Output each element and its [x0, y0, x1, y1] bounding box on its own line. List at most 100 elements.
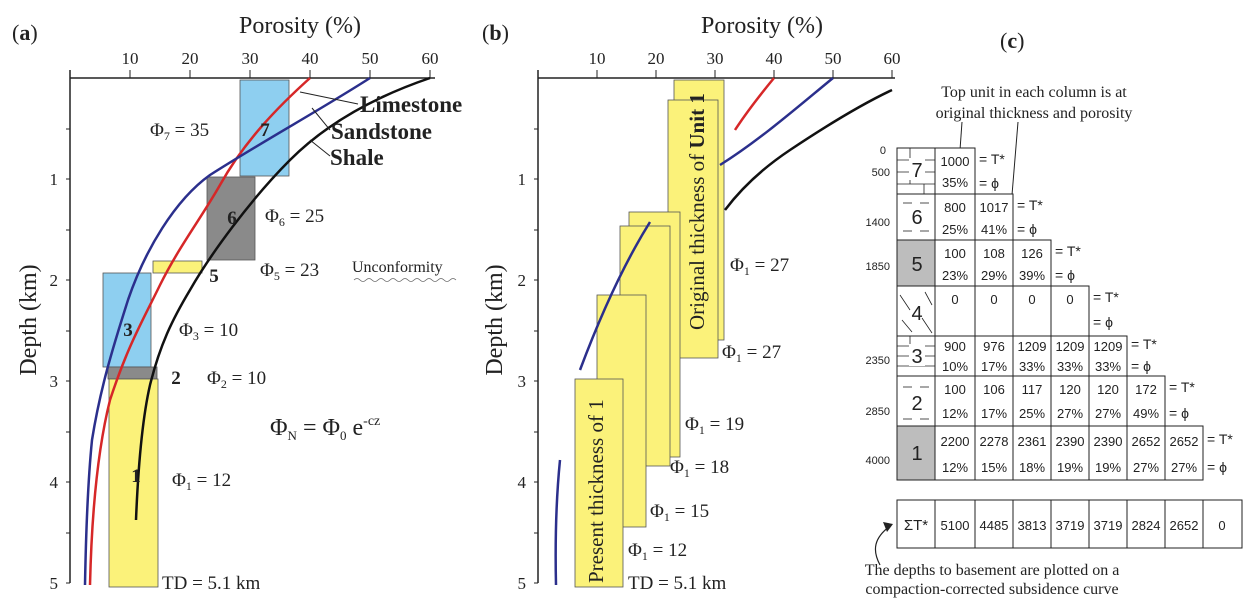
panel-a-letter: (a): [12, 20, 38, 45]
cell-thickness: 120: [1097, 382, 1119, 397]
sandstone-curve: [83, 76, 371, 586]
limestone-curve: [88, 77, 311, 586]
panel-a-x-tick-label: 40: [302, 49, 319, 68]
panel-b-x-tick-label: 30: [707, 49, 724, 68]
depth-label: 1400: [866, 217, 890, 229]
tag-porosity: = ϕ: [1131, 358, 1151, 374]
cell-porosity: 27%: [1171, 460, 1197, 475]
tag-porosity: = ϕ: [1055, 267, 1075, 283]
unit-4-table-number: 4: [911, 303, 922, 325]
sandstone-leader: [311, 107, 331, 131]
unit-5-table-number: 5: [911, 254, 922, 276]
panel-b-letter: (b): [482, 20, 509, 45]
cell-thickness: 0: [1066, 292, 1073, 307]
unit-6-number: 6: [227, 208, 237, 229]
panel-b-phi-label-3: Φ1 = 19: [685, 414, 744, 437]
shale-label: Shale: [330, 145, 384, 170]
lithology-box-1: [896, 425, 936, 481]
tag-porosity: = ϕ: [979, 175, 999, 191]
unit-1-position-6: [574, 378, 624, 588]
panel-b-sandstone-curve: [554, 77, 834, 586]
cell-porosity: 33%: [1095, 359, 1121, 374]
panel-b-x-ticks: 10 20 30 40 50 60: [537, 49, 901, 78]
phi-2-label: Φ2 = 10: [207, 368, 266, 391]
sum-value: 0: [1218, 518, 1225, 533]
cell-thickness: 800: [944, 200, 966, 215]
panel-a-td-label: TD = 5.1 km: [162, 573, 261, 594]
tag-thickness: = T*: [979, 151, 1005, 167]
panel-a-y-tick-label: 5: [50, 574, 59, 593]
panel-c-note-top-line1: Top unit in each column is at: [941, 84, 1127, 101]
panel-b-x-tick-label: 10: [589, 49, 606, 68]
cell-porosity: 33%: [1057, 359, 1083, 374]
panel-a-y-ticks: 1 2 3 4 5: [50, 128, 70, 593]
cell-thickness: 2361: [1018, 434, 1047, 449]
unit-5-number: 5: [209, 266, 219, 287]
cell-thickness: 2200: [941, 434, 970, 449]
cell-porosity: 17%: [981, 359, 1007, 374]
sum-value: 2824: [1132, 518, 1161, 533]
panel-b-x-tick-label: 50: [825, 49, 842, 68]
cell-thickness: 106: [983, 382, 1005, 397]
cell-thickness: 100: [944, 246, 966, 261]
shale-leader: [309, 139, 331, 157]
tag-porosity: = ϕ: [1169, 405, 1189, 421]
cell-porosity: 19%: [1057, 460, 1083, 475]
depth-label: 0: [880, 145, 886, 157]
unit-1-box: [108, 378, 159, 588]
limestone-label: Limestone: [360, 92, 462, 117]
phi-5-label: Φ5 = 23: [260, 260, 319, 283]
unit-6-box: [206, 176, 256, 261]
unit-3-table-number: 3: [911, 346, 922, 368]
panel-b-x-tick-label: 20: [648, 49, 665, 68]
panel-c-note-top-line2: original thickness and porosity: [936, 105, 1133, 122]
cell-porosity: 29%: [981, 268, 1007, 283]
depth-label: 2350: [866, 355, 890, 367]
unit-7-number: 7: [260, 120, 270, 141]
cell-thickness: 0: [1028, 292, 1035, 307]
panel-b-y-tick-label: 4: [518, 473, 527, 492]
cell-porosity: 49%: [1133, 406, 1159, 421]
panel-a-y-tick-label: 1: [50, 170, 59, 189]
cell-thickness: 1209: [1056, 339, 1085, 354]
panel-a-y-tick-label: 2: [50, 271, 59, 290]
panel-a-x-tick-label: 50: [362, 49, 379, 68]
unit-1-number: 1: [131, 466, 141, 487]
panel-b-phi-label-6: Φ1 = 12: [628, 540, 687, 563]
panel-c: (c) Top unit in each column is at origin…: [865, 28, 1243, 598]
panel-b-y-title: Depth (km): [482, 264, 508, 375]
panel-b-x-tick-label: 60: [884, 49, 901, 68]
unit-7-box: [239, 79, 290, 177]
panel-a-y-tick-label: 3: [50, 372, 59, 391]
cell-thickness: 0: [990, 292, 997, 307]
depth-label: 4000: [866, 455, 890, 467]
shale-pattern-2: [903, 386, 929, 420]
panel-b-phi-label-1: Φ1 = 27: [730, 255, 789, 278]
panel-b-x-tick-label: 40: [766, 49, 783, 68]
tag-porosity: = ϕ: [1207, 459, 1227, 475]
shale-curve: [134, 76, 431, 521]
cell-thickness: 2278: [980, 434, 1009, 449]
panel-b-phi-label-5: Φ1 = 15: [650, 501, 709, 524]
tag-thickness: = T*: [1055, 243, 1081, 259]
note-top-leader-1: [959, 121, 963, 151]
tag-thickness: = T*: [1017, 197, 1043, 213]
panel-a: (a) Porosity (%) Depth (km) 10 20 30 40 …: [12, 13, 462, 594]
stratigraphic-table: 0 500 1400 1850 2350 2850 4000 7 1000 35…: [866, 145, 1233, 481]
original-thickness-label: Original thickness of Unit 1: [685, 93, 709, 330]
cell-thickness: 976: [983, 339, 1005, 354]
depth-label: 500: [872, 167, 890, 179]
panel-b-y-ticks: 1 2 3 4 5: [518, 128, 538, 593]
tag-thickness: = T*: [1207, 431, 1233, 447]
cell-porosity: 19%: [1095, 460, 1121, 475]
sum-value: 2652: [1170, 518, 1199, 533]
phi-1-label: Φ1 = 12: [172, 470, 231, 493]
panel-b-y-tick-label: 3: [518, 372, 527, 391]
panel-b-phi-label-2: Φ1 = 27: [722, 342, 781, 365]
phi-7-label: Φ7 = 35: [150, 120, 209, 143]
cell-porosity: 23%: [942, 268, 968, 283]
unit-6-table-number: 6: [911, 207, 922, 229]
cell-porosity: 10%: [942, 359, 968, 374]
note-top-leader-2: [1011, 121, 1019, 196]
cell-porosity: 27%: [1057, 406, 1083, 421]
